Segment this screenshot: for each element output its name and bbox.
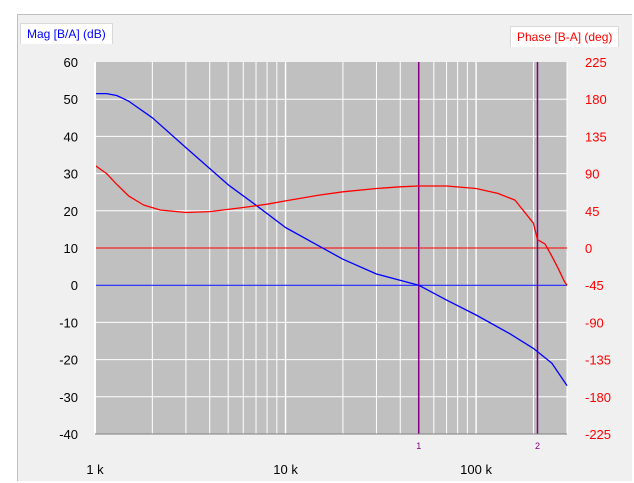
cursor-marker-label: 2 — [535, 441, 540, 451]
y2-tick-label: 180 — [585, 92, 607, 107]
x-tick-label: 10 k — [273, 462, 298, 477]
left-axis-title: Mag [B/A] (dB) — [20, 23, 113, 44]
reference-lines — [95, 247, 567, 286]
y-tick-label: 20 — [64, 204, 78, 219]
y-tick-label: 10 — [64, 241, 78, 256]
y-tick-label: -30 — [59, 390, 78, 405]
y-tick-label: -10 — [59, 315, 78, 330]
y2-tick-label: 90 — [585, 167, 599, 182]
magnitude-series-line — [95, 92, 568, 386]
y2-tick-label: 0 — [585, 241, 592, 256]
cursor-marker-label: 1 — [416, 441, 421, 451]
y-tick-label: -40 — [59, 427, 78, 442]
right-axis-title: Phase [B-A] (deg) — [510, 26, 620, 47]
series-lines — [94, 92, 568, 386]
y2-tick-label: -135 — [585, 353, 611, 368]
y-tick-label: -20 — [59, 353, 78, 368]
y2-tick-label: -180 — [585, 390, 611, 405]
phase-series-line — [94, 164, 568, 286]
x-tick-label: 1 k — [86, 462, 104, 477]
y2-tick-label: 135 — [585, 129, 607, 144]
y-tick-label: 60 — [64, 55, 78, 70]
y-tick-label: 30 — [64, 167, 78, 182]
y-tick-label: 50 — [64, 92, 78, 107]
y2-tick-label: -90 — [585, 315, 604, 330]
y2-tick-label: -45 — [585, 278, 604, 293]
y2-tick-label: 45 — [585, 204, 599, 219]
axis-labels: 60 50 40 30 20 10 0 -10 -20 -30 -40 225 180 135 90 45 0 -… — [59, 55, 611, 477]
x-tick-label: 100 k — [460, 462, 492, 477]
y-tick-label: 0 — [71, 278, 78, 293]
y-tick-label: 40 — [64, 129, 78, 144]
y2-tick-label: 225 — [585, 55, 607, 70]
y2-tick-label: -225 — [585, 427, 611, 442]
